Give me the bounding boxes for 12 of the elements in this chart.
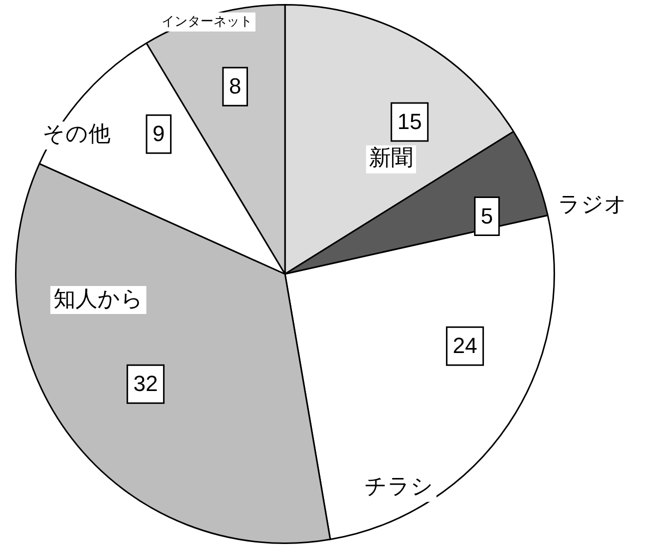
data-label: 5	[480, 203, 494, 228]
slice-label: 新聞	[369, 146, 414, 172]
slice-label: ラジオ	[558, 192, 628, 218]
data-label: 24	[452, 333, 478, 358]
slice-label: インターネット	[161, 14, 252, 30]
slice-label: チラシ	[364, 474, 434, 500]
legend-label: その他	[42, 122, 110, 148]
data-label: 8	[228, 74, 242, 99]
data-label: 15	[397, 109, 422, 134]
data-label: 9	[152, 121, 165, 146]
data-label: 32	[133, 371, 158, 396]
slice-label: 知人から	[53, 286, 144, 312]
